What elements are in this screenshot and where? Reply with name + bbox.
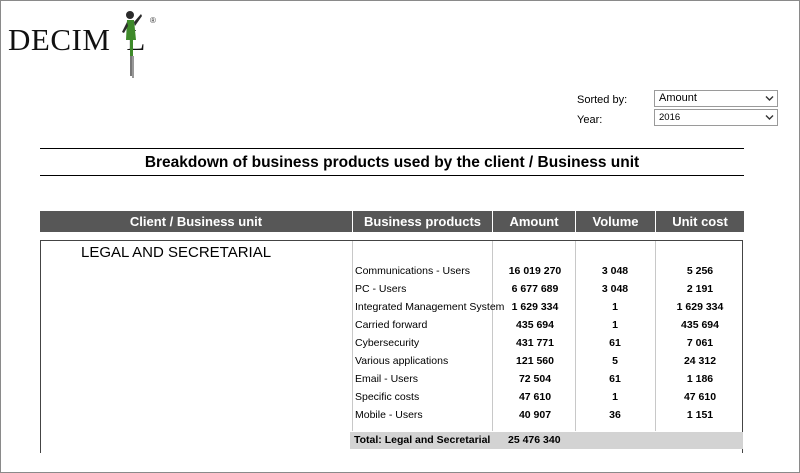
amount-cell: 435 694 bbox=[516, 319, 554, 331]
volume-cell: 61 bbox=[609, 337, 621, 349]
product-cell: Mobile - Users bbox=[355, 409, 423, 421]
volume-cell: 1 bbox=[612, 391, 618, 403]
table-header: Client / Business unit Business products… bbox=[40, 211, 744, 232]
column-divider bbox=[575, 241, 576, 431]
column-header-client: Client / Business unit bbox=[129, 214, 263, 229]
amount-cell: 72 504 bbox=[518, 373, 552, 385]
total-row: Total: Legal and Secretarial 25 476 340 bbox=[350, 432, 743, 449]
volume-cell: 1 bbox=[612, 301, 618, 313]
unit-cost-cell: 2 191 bbox=[686, 283, 714, 295]
product-cell: Email - Users bbox=[355, 373, 419, 385]
table-row: Communications - Users 16 019 270 3 048 5 2… bbox=[41, 263, 744, 281]
business-unit-name: LEGAL AND SECRETARIAL bbox=[81, 244, 272, 261]
product-cell: Cybersecurity bbox=[355, 337, 420, 349]
total-label: Total: Legal and Secretarial bbox=[354, 434, 491, 446]
decimal-logo: DECIM L ® bbox=[8, 8, 158, 78]
unit-cost-cell: 47 610 bbox=[683, 391, 717, 403]
registered-mark: ® bbox=[150, 16, 156, 25]
table-row: Mobile - Users 40 907 36 1 151 bbox=[41, 407, 744, 425]
amount-cell: 1 629 334 bbox=[511, 301, 559, 313]
report-title-bar: Breakdown of business products used by t… bbox=[40, 148, 744, 176]
amount-cell: 121 560 bbox=[516, 355, 554, 367]
product-cell: Various applications bbox=[355, 355, 449, 367]
product-cell: Carried forward bbox=[355, 319, 428, 331]
sorted-by-label: Sorted by: bbox=[577, 94, 628, 106]
amount-cell: 6 677 689 bbox=[511, 283, 559, 295]
sorted-by-select[interactable]: Amount bbox=[654, 90, 778, 107]
volume-cell: 61 bbox=[609, 373, 621, 385]
column-divider bbox=[352, 241, 353, 431]
table-row: PC - Users 6 677 689 3 048 2 191 bbox=[41, 281, 744, 299]
product-cell: Specific costs bbox=[355, 391, 420, 403]
amount-cell: 431 771 bbox=[516, 337, 554, 349]
sorted-by-value: Amount bbox=[659, 92, 697, 104]
product-cell: Communications - Users bbox=[355, 265, 470, 277]
amount-cell: 40 907 bbox=[518, 409, 552, 421]
year-value: 2016 bbox=[659, 112, 681, 123]
year-label: Year: bbox=[577, 114, 603, 126]
unit-cost-cell: 1 151 bbox=[686, 409, 714, 421]
table-row: Various applications 121 560 5 24 312 bbox=[41, 353, 744, 371]
unit-cost-cell: 1 629 334 bbox=[676, 301, 724, 313]
table-body: LEGAL AND SECRETARIAL Communications - U… bbox=[40, 240, 743, 453]
unit-cost-cell: 24 312 bbox=[683, 355, 717, 367]
column-header-products: Business products bbox=[352, 211, 492, 232]
volume-cell: 3 048 bbox=[601, 283, 629, 295]
unit-cost-cell: 435 694 bbox=[681, 319, 719, 331]
amount-cell: 47 610 bbox=[518, 391, 552, 403]
table-row: Integrated Management System 1 629 334 1 1 … bbox=[41, 299, 744, 317]
volume-cell: 1 bbox=[612, 319, 618, 331]
column-divider bbox=[492, 241, 493, 431]
table-row: Carried forward 435 694 1 435 694 bbox=[41, 317, 744, 335]
year-select[interactable]: 2016 bbox=[654, 109, 778, 126]
column-header-amount: Amount bbox=[492, 211, 575, 232]
volume-cell: 5 bbox=[612, 355, 618, 367]
report-title: Breakdown of business products used by t… bbox=[144, 154, 640, 171]
product-cell: Integrated Management System bbox=[355, 301, 505, 313]
table-row: Email - Users 72 504 61 1 186 bbox=[41, 371, 744, 389]
amount-cell: 16 019 270 bbox=[508, 265, 562, 277]
volume-cell: 36 bbox=[609, 409, 621, 421]
unit-cost-cell: 1 186 bbox=[686, 373, 714, 385]
product-cell: PC - Users bbox=[355, 283, 407, 295]
column-header-volume: Volume bbox=[575, 211, 655, 232]
table-row: Specific costs 47 610 1 47 610 bbox=[41, 389, 744, 407]
unit-cost-cell: 7 061 bbox=[686, 337, 714, 349]
logo-figure-icon bbox=[122, 11, 142, 78]
column-divider bbox=[655, 241, 656, 431]
column-header-unit-cost: Unit cost bbox=[655, 211, 744, 232]
chevron-down-icon[interactable] bbox=[764, 112, 775, 123]
volume-cell: 3 048 bbox=[601, 265, 629, 277]
table-row: Cybersecurity 431 771 61 7 061 bbox=[41, 335, 744, 353]
chevron-down-icon[interactable] bbox=[764, 93, 775, 104]
total-amount: 25 476 340 bbox=[508, 434, 561, 446]
unit-cost-cell: 5 256 bbox=[686, 265, 714, 277]
